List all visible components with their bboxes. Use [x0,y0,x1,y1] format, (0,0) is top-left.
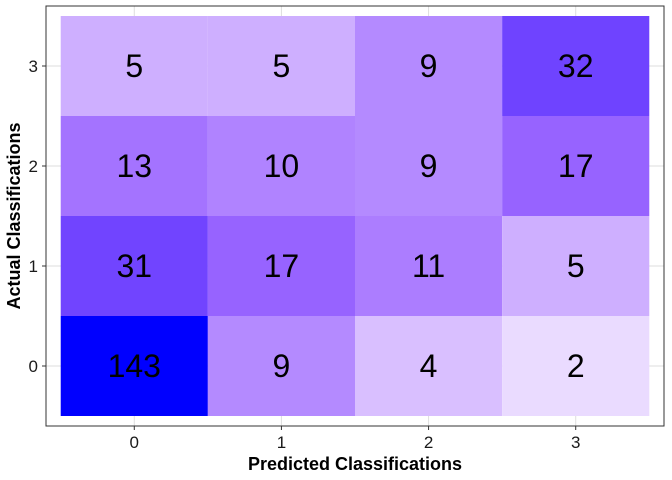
cell-value-label: 143 [108,348,161,384]
plot-panel-border [45,5,665,427]
cell-value-label: 4 [420,348,438,384]
cell-value-label: 11 [412,248,445,284]
heatmap-cell [207,216,355,316]
x-tick-label: 2 [424,433,433,452]
heatmap-cell [355,316,503,416]
cell-value-label: 2 [567,348,585,384]
cell-value-label: 17 [558,148,594,184]
heatmap-cell [60,116,208,216]
y-axis-ticks: 0 1 2 3 [29,57,46,376]
heatmap-cell [355,16,503,116]
x-axis-ticks: 0 1 2 3 [130,426,580,452]
x-tick-label: 1 [277,433,286,452]
heatmap-cell [502,316,650,416]
y-tick-label: 2 [29,157,38,176]
cell-value-label: 17 [264,248,300,284]
heatmap-cell [60,216,208,316]
x-tick-label: 3 [571,433,580,452]
heatmap-cell [502,16,650,116]
y-axis-title: Actual Classifications [4,122,24,309]
y-tick-label: 0 [29,357,38,376]
y-tick-label: 3 [29,57,38,76]
heatmap-cell [355,216,503,316]
cell-value-label: 31 [116,248,152,284]
y-tick-label: 1 [29,257,38,276]
heatmap-cell [207,116,355,216]
x-axis-title: Predicted Classifications [248,454,462,474]
cell-value-label: 9 [420,148,438,184]
cell-value-label: 9 [420,48,438,84]
heatmap-cell [502,216,650,316]
x-tick-label: 0 [130,433,139,452]
heatmap-cells [60,16,650,416]
heatmap-cell [60,316,208,416]
cell-value-label: 5 [567,248,585,284]
cell-value-label: 32 [558,48,594,84]
heatmap-cell [207,316,355,416]
heatmap-cell [502,116,650,216]
cell-value-label: 13 [116,148,152,184]
cell-value-labels: 5 5 9 32 13 10 9 17 31 17 11 5 143 9 4 2 [108,48,594,384]
cell-value-label: 10 [264,148,300,184]
cell-value-label: 5 [273,48,291,84]
heatmap-cell [60,16,208,116]
heatmap-cell [207,16,355,116]
cell-value-label: 9 [273,348,291,384]
cell-value-label: 5 [125,48,143,84]
heatmap-cell [355,116,503,216]
